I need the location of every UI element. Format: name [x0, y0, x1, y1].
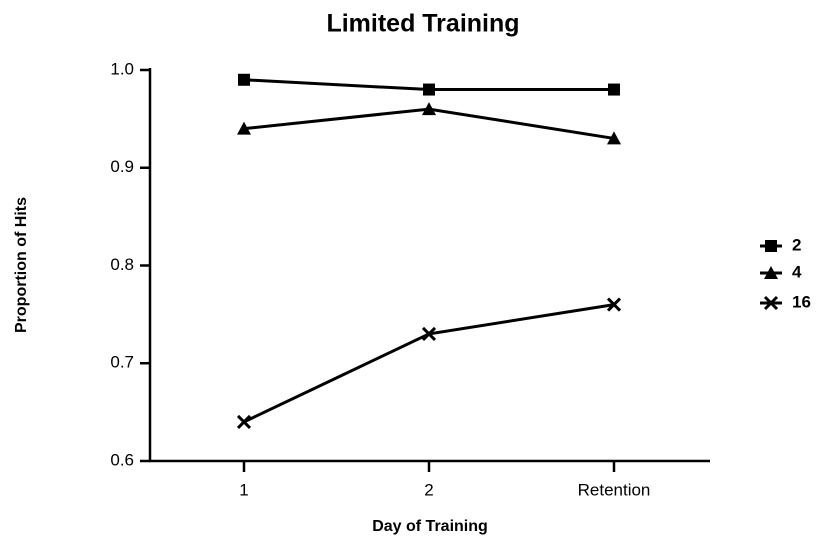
legend-marker: [764, 266, 778, 279]
legend-label: 2: [792, 235, 801, 254]
data-point: [422, 102, 436, 116]
x-tick-label: Retention: [578, 480, 651, 499]
legend-marker: [765, 240, 777, 252]
y-tick-label: 0.7: [110, 353, 134, 372]
data-point: [423, 83, 435, 96]
y-axis-label: Proportion of Hits: [13, 197, 30, 333]
data-point: [606, 297, 622, 312]
data-point: [421, 326, 437, 341]
data-point: [608, 83, 620, 96]
chart-title: Limited Training: [326, 10, 519, 38]
y-tick-label: 0.9: [110, 157, 134, 176]
data-point: [238, 73, 250, 86]
data-point: [237, 121, 251, 135]
legend-label: 16: [792, 292, 811, 311]
legend-label: 4: [792, 262, 802, 281]
data-point: [607, 131, 621, 145]
y-tick-label: 0.8: [110, 255, 134, 274]
y-tick-label: 1.0: [110, 59, 134, 78]
series-line: [243, 303, 615, 424]
x-tick-label: 2: [424, 480, 433, 499]
data-point: [236, 414, 252, 429]
x-tick-label: 1: [239, 480, 248, 499]
x-axis-label: Day of Training: [372, 518, 488, 535]
y-tick-label: 0.6: [110, 450, 134, 469]
legend-marker: [763, 295, 779, 311]
